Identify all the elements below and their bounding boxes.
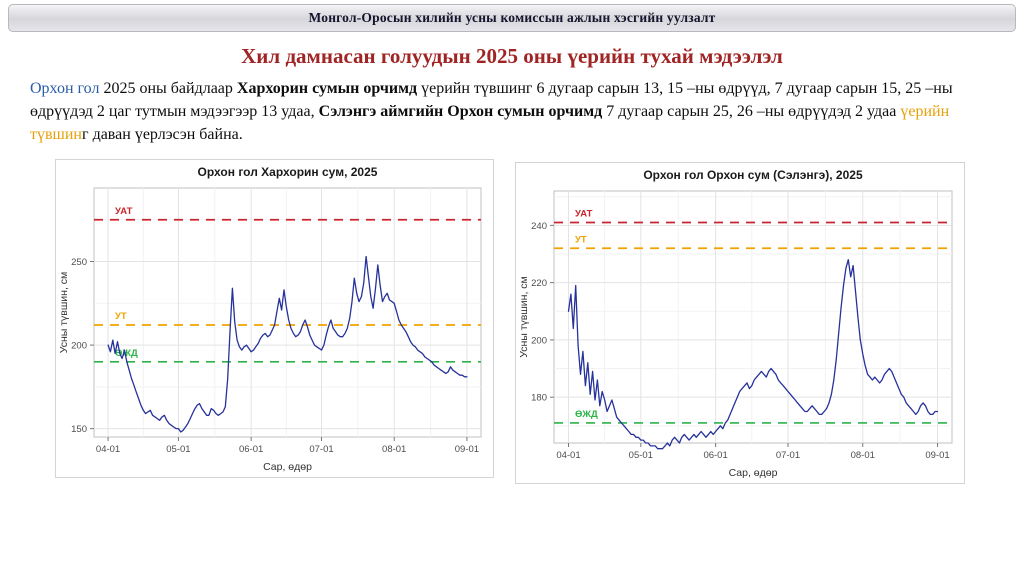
water-level-line: [567, 258, 939, 449]
x-tick-label: 05-01: [166, 444, 190, 455]
water-level-line: [107, 255, 468, 433]
x-tick-label: 06-01: [703, 450, 727, 461]
paragraph-segment: Хархорин сумын орчимд: [236, 80, 418, 97]
paragraph-segment: г даван үерлэсэн байна.: [82, 126, 243, 144]
intro-paragraph: Орхон гол 2025 оны байдлаар Хархорин сум…: [30, 77, 994, 147]
paragraph-segment: Орхон гол: [30, 80, 100, 97]
x-tick-label: 08-01: [382, 444, 406, 455]
paragraph-segment: үерийн түвшин: [30, 103, 950, 144]
y-tick-label: 220: [531, 278, 547, 289]
threshold-label: УТ: [115, 311, 127, 322]
threshold-label: УТ: [575, 234, 587, 245]
x-tick-label: 08-01: [851, 450, 875, 461]
chart-title: Орхон гол Орхон сум (Сэлэнгэ), 2025: [643, 168, 863, 182]
chart-title: Орхон гол Хархорин сум, 2025: [198, 165, 378, 179]
y-tick-label: 150: [71, 424, 87, 435]
threshold-label: УАТ: [115, 205, 133, 216]
page-title: Хил дамнасан голуудын 2025 оны үерийн ту…: [241, 44, 783, 68]
header-banner: Монгол-Оросын хилийн усны комиссын ажлын…: [8, 4, 1016, 32]
slide: Монгол-Оросын хилийн усны комиссын ажлын…: [0, 4, 1024, 484]
x-tick-label: 09-01: [925, 450, 949, 461]
y-tick-label: 250: [71, 257, 87, 268]
y-axis-title: Усны түвшин, см: [518, 276, 530, 358]
x-axis-title: Сар, өдөр: [729, 467, 778, 479]
x-tick-label: 05-01: [629, 450, 653, 461]
paragraph-segment: 2025 оны байдлаар: [99, 80, 237, 97]
plot-area: [553, 190, 953, 444]
header-banner-text: Монгол-Оросын хилийн усны комиссын ажлын…: [308, 10, 716, 25]
charts-row: 150 200 250 04-01 05-01 06-01 07-01 08-01 09-01 У…: [55, 158, 1024, 484]
x-tick-label: 06-01: [239, 444, 263, 455]
paragraph-segment: үерийн түвшинг 6 дугаар сарын 13, 15 –ны…: [30, 80, 953, 121]
threshold-label: ӨЖД: [575, 409, 598, 420]
threshold-label: ӨЖД: [115, 347, 138, 358]
chart-panel-kharkhorin: 150 200 250 04-01 05-01 06-01 07-01 08-01 09-01 У…: [55, 158, 494, 478]
kharkhorin-line-chart: 150 200 250 04-01 05-01 06-01 07-01 08-01 09-01 У…: [58, 165, 482, 473]
y-tick-label: 200: [531, 335, 547, 346]
paragraph-segment: Сэлэнгэ аймгийн Орхон сумын орчимд: [318, 103, 603, 121]
x-tick-label: 09-01: [455, 444, 479, 455]
y-tick-label: 180: [531, 392, 547, 403]
chart-panel-orkhon: 180 200 220 240 04-01 05-01 06-01 07-01 08-01 09-…: [515, 161, 965, 484]
x-tick-label: 07-01: [776, 450, 800, 461]
paragraph-segment: 7 дугаар сарын 25, 26 –ны өдрүүдэд 2 уда…: [602, 103, 901, 121]
y-tick-label: 200: [71, 340, 87, 351]
x-tick-label: 04-01: [556, 450, 580, 461]
x-tick-label: 04-01: [96, 444, 120, 455]
y-tick-label: 240: [531, 220, 547, 231]
orkhon-line-chart: 180 200 220 240 04-01 05-01 06-01 07-01 08-01 09-…: [518, 168, 953, 479]
x-axis-title: Сар, өдөр: [263, 461, 312, 473]
y-axis-title: Усны түвшин, см: [58, 271, 70, 353]
threshold-label: УАТ: [575, 208, 593, 219]
x-tick-label: 07-01: [309, 444, 333, 455]
